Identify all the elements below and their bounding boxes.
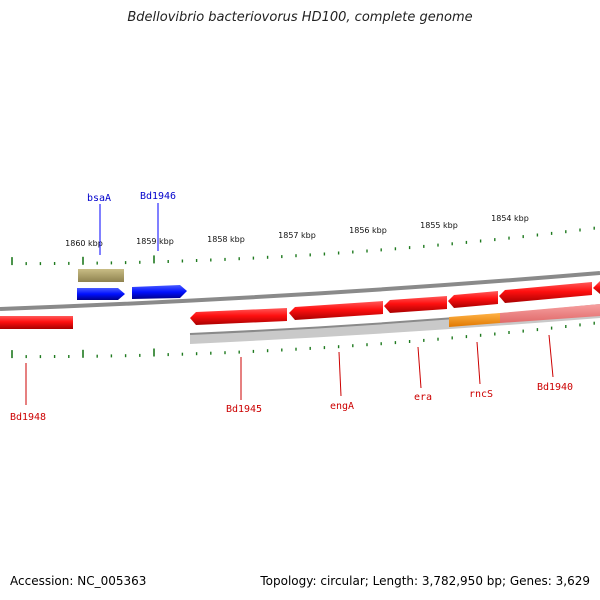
rna-feature-bar[interactable] (78, 269, 124, 282)
era-gene-arrow[interactable] (384, 296, 447, 313)
rncS-highlight[interactable] (449, 313, 500, 327)
lower-scale-ticks (11, 321, 595, 359)
rncS-gene-arrow[interactable] (448, 291, 498, 308)
scale-label: 1856 kbp (349, 226, 387, 235)
Bd1948-gene-bar[interactable] (0, 316, 73, 329)
scale-label: 1854 kbp (491, 214, 529, 223)
era-label-line (417, 346, 422, 389)
rncS-label-line (476, 341, 481, 385)
scale-label: 1857 kbp (278, 231, 316, 240)
next-gene-arrow[interactable] (593, 281, 600, 294)
genome-title: Bdellovibrio bacteriovorus HD100, comple… (127, 10, 473, 25)
Bd1940-label-line (548, 334, 554, 378)
Bd1940-gene-arrow[interactable] (499, 282, 592, 303)
gene-label-Bd1948[interactable]: Bd1948 (10, 412, 46, 423)
gene-label-Bd1945[interactable]: Bd1945 (226, 404, 262, 415)
genome-backbone (0, 271, 600, 311)
accession-label: Accession: NC_005363 (10, 574, 147, 588)
scale-label: 1860 kbp (65, 239, 103, 248)
Bd1940-shadow (500, 304, 600, 323)
gene-label-era[interactable]: era (414, 392, 432, 403)
upper-scale-ticks (11, 226, 595, 266)
gene-label-rncS[interactable]: rncS (469, 389, 493, 400)
scale-label: 1855 kbp (420, 221, 458, 230)
reverse-strand-labels: Bd1948 Bd1945 engA era rncS Bd1940 (10, 334, 573, 423)
upper-tick-track: 1860 kbp 1859 kbp 1858 kbp 1857 kbp 1856… (11, 214, 595, 266)
scale-label: 1858 kbp (207, 235, 245, 244)
reverse-strand-features (0, 281, 600, 329)
gene-label-Bd1946[interactable]: Bd1946 (140, 191, 176, 202)
gene-label-bsaA[interactable]: bsaA (87, 193, 111, 204)
engA-label-line (338, 351, 342, 397)
Bd1945-gene-arrow[interactable] (190, 308, 287, 325)
forward-strand-features: bsaA Bd1946 (77, 191, 187, 300)
gene-label-Bd1940[interactable]: Bd1940 (537, 382, 573, 393)
genome-summary: Topology: circular; Length: 3,782,950 bp… (260, 574, 590, 588)
bsaA-gene-arrow[interactable] (77, 288, 125, 300)
engA-gene-arrow[interactable] (289, 301, 383, 320)
scale-label: 1859 kbp (136, 237, 174, 246)
Bd1946-gene-arrow[interactable] (132, 285, 187, 299)
gene-label-engA[interactable]: engA (330, 401, 354, 412)
